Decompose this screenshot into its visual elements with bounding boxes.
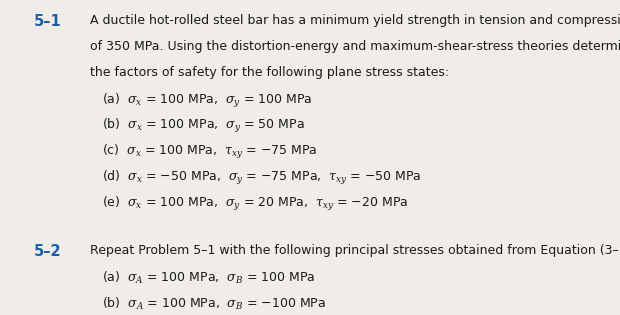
Text: (e)  $\sigma_x$ = 100 MPa,  $\sigma_y$ = 20 MPa,  $\tau_{xy}$ = $-$20 MPa: (e) $\sigma_x$ = 100 MPa, $\sigma_y$ = 2… <box>102 195 409 213</box>
Text: A ductile hot-rolled steel bar has a minimum yield strength in tension and compr: A ductile hot-rolled steel bar has a min… <box>90 14 620 27</box>
Text: of 350 MPa. Using the distortion-energy and maximum-shear-stress theories determ: of 350 MPa. Using the distortion-energy … <box>90 40 620 53</box>
Text: Repeat Problem 5–1 with the following principal stresses obtained from Equation : Repeat Problem 5–1 with the following pr… <box>90 244 620 257</box>
Text: (c)  $\sigma_x$ = 100 MPa,  $\tau_{xy}$ = $-$75 MPa: (c) $\sigma_x$ = 100 MPa, $\tau_{xy}$ = … <box>102 143 317 161</box>
Text: the factors of safety for the following plane stress states:: the factors of safety for the following … <box>90 66 449 79</box>
Text: (b)  $\sigma_A$ = 100 MPa,  $\sigma_B$ = $-$100 MPa: (b) $\sigma_A$ = 100 MPa, $\sigma_B$ = $… <box>102 296 326 312</box>
Text: 5–2: 5–2 <box>34 244 62 260</box>
Text: (d)  $\sigma_x$ = $-$50 MPa,  $\sigma_y$ = $-$75 MPa,  $\tau_{xy}$ = $-$50 MPa: (d) $\sigma_x$ = $-$50 MPa, $\sigma_y$ =… <box>102 169 422 187</box>
Text: (a)  $\sigma_x$ = 100 MPa,  $\sigma_y$ = 100 MPa: (a) $\sigma_x$ = 100 MPa, $\sigma_y$ = 1… <box>102 92 312 110</box>
Text: (a)  $\sigma_A$ = 100 MPa,  $\sigma_B$ = 100 MPa: (a) $\sigma_A$ = 100 MPa, $\sigma_B$ = 1… <box>102 270 316 286</box>
Text: 5–1: 5–1 <box>34 14 62 29</box>
Text: (b)  $\sigma_x$ = 100 MPa,  $\sigma_y$ = 50 MPa: (b) $\sigma_x$ = 100 MPa, $\sigma_y$ = 5… <box>102 117 305 135</box>
